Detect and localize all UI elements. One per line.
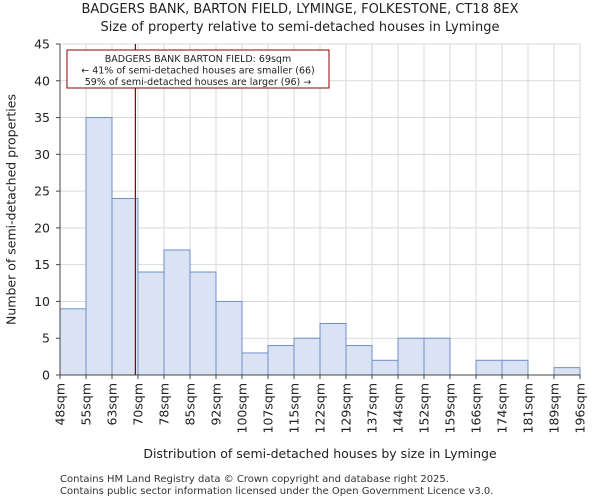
y-tick-label: 5 bbox=[42, 331, 50, 346]
histogram-bar bbox=[371, 359, 399, 376]
chart-subtitle: Size of property relative to semi-detach… bbox=[100, 20, 500, 35]
histogram-bar bbox=[137, 271, 165, 376]
x-tick-label: 115sqm bbox=[287, 383, 302, 433]
x-tick-label: 137sqm bbox=[365, 383, 380, 433]
x-tick-label: 107sqm bbox=[261, 383, 276, 433]
y-tick-label: 20 bbox=[34, 220, 50, 235]
histogram-bar bbox=[319, 323, 347, 376]
histogram-bar bbox=[553, 367, 581, 376]
x-tick-label: 159sqm bbox=[443, 383, 458, 433]
x-tick-label: 122sqm bbox=[313, 383, 328, 433]
x-tick-label: 63sqm bbox=[105, 383, 120, 426]
x-tick-label: 129sqm bbox=[339, 383, 354, 433]
annotation-line-3: 59% of semi-detached houses are larger (… bbox=[85, 77, 312, 88]
x-tick-label: 144sqm bbox=[391, 383, 406, 433]
x-axis-label: Distribution of semi-detached houses by … bbox=[143, 446, 497, 461]
histogram-bar bbox=[189, 271, 217, 376]
histogram-bar bbox=[397, 337, 425, 376]
x-tick-label: 100sqm bbox=[235, 383, 250, 433]
histogram-bar bbox=[475, 359, 503, 376]
property-annotation: BADGERS BANK BARTON FIELD: 69sqm ← 41% o… bbox=[66, 49, 330, 89]
x-tick-label: 48sqm bbox=[53, 383, 68, 426]
histogram-bar bbox=[215, 300, 243, 376]
y-tick-label: 30 bbox=[34, 147, 50, 162]
y-tick-label: 45 bbox=[34, 37, 50, 52]
footer-line-2: Contains public sector information licen… bbox=[60, 486, 494, 497]
y-tick-label: 0 bbox=[42, 368, 50, 383]
y-tick-label: 25 bbox=[34, 184, 50, 199]
annotation-box bbox=[66, 49, 330, 89]
y-axis-label: Number of semi-detached properties bbox=[4, 94, 19, 325]
x-tick-label: 152sqm bbox=[417, 383, 432, 433]
histogram-bar bbox=[111, 197, 139, 376]
histogram-bar bbox=[345, 345, 373, 376]
x-tick-label: 55sqm bbox=[79, 383, 94, 426]
x-tick-label: 92sqm bbox=[209, 383, 224, 426]
x-tick-label: 189sqm bbox=[547, 383, 562, 433]
histogram-bar bbox=[163, 249, 191, 376]
histogram-bar bbox=[293, 337, 321, 376]
bar-layer bbox=[59, 117, 581, 376]
histogram-bar bbox=[267, 345, 295, 376]
annotation-line-1: BADGERS BANK BARTON FIELD: 69sqm bbox=[105, 54, 291, 65]
x-tick-label: 78sqm bbox=[157, 383, 172, 426]
y-tick-label: 40 bbox=[34, 73, 50, 88]
x-tick-label: 70sqm bbox=[131, 383, 146, 426]
x-tick-label: 196sqm bbox=[573, 383, 588, 433]
y-tick-label: 15 bbox=[34, 257, 50, 272]
x-tick-label: 166sqm bbox=[469, 383, 484, 433]
histogram-bar bbox=[59, 308, 87, 376]
histogram-bar bbox=[241, 352, 269, 376]
chart-title: BADGERS BANK, BARTON FIELD, LYMINGE, FOL… bbox=[81, 2, 519, 17]
histogram-bar bbox=[501, 359, 529, 376]
y-tick-label: 10 bbox=[34, 294, 50, 309]
x-tick-label: 174sqm bbox=[495, 383, 510, 433]
y-tick-label: 35 bbox=[34, 110, 50, 125]
histogram-bar bbox=[85, 117, 113, 376]
axis-layer: 0 5 10 15 20 25 30 35 40 45 48sqm 55sqm 63sqm 70sqm 78… bbox=[34, 37, 587, 434]
footer-line-1: Contains HM Land Registry data © Crown c… bbox=[60, 474, 449, 485]
annotation-line-2: ← 41% of semi-detached houses are smalle… bbox=[81, 66, 315, 77]
histogram-bar bbox=[423, 337, 451, 376]
x-tick-label: 85sqm bbox=[183, 383, 198, 426]
x-tick-label: 181sqm bbox=[521, 383, 536, 433]
